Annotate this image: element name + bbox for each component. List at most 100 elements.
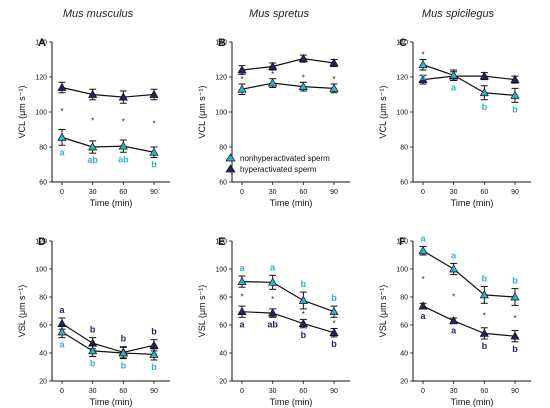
y-tick-label-0: 60 [219,180,227,187]
significance-star-0: * [421,51,424,60]
series-line-hyper [422,305,516,337]
y-tick-label-3: 120 [35,75,47,82]
x-tick-label-1: 30 [269,388,277,395]
data-point-nonhyper-0 [418,60,428,69]
data-point-hyper-1 [449,316,459,325]
significance-star-1: * [91,116,94,125]
sig-label-nonhyper-1: b [90,359,96,369]
y-axis-label: VCL (μm s⁻¹) [197,85,207,138]
panel-letter: D [38,236,46,248]
series-line-hyper [241,311,335,334]
title-mus-spretus: Mus spretus [249,8,309,20]
significance-star-1: * [271,295,274,304]
data-point-hyper-1 [88,89,98,98]
y-tick-label-1: 80 [39,145,47,152]
data-point-nonhyper-1 [268,277,278,286]
y-axis-label: VCL (μm s⁻¹) [17,85,27,138]
significance-star-3: * [332,319,335,328]
x-tick-label-0: 0 [421,189,425,196]
sig-label-hyper-2: b [121,334,127,344]
data-point-nonhyper-1 [88,346,98,355]
data-point-nonhyper-0 [418,246,428,255]
sig-label-nonhyper-1: ab [87,155,98,165]
sig-label-nonhyper-0: a [420,72,426,82]
significance-star-2: * [122,118,125,127]
x-tick-label-3: 90 [330,388,338,395]
y-tick-label-2: 100 [215,110,227,117]
sig-label-nonhyper-2: ab [118,154,129,164]
significance-star-0: * [240,293,243,302]
sig-label-nonhyper-2: b [301,279,307,289]
sig-label-nonhyper-1: a [451,83,457,93]
significance-star-2: * [302,310,305,319]
sig-label-nonhyper-3: b [512,276,518,286]
y-tick-label-2: 60 [400,323,408,330]
data-point-hyper-0 [57,82,67,91]
y-tick-label-0: 60 [400,180,408,187]
y-axis-label: VSL (μm s⁻¹) [17,285,27,338]
y-tick-label-4: 140 [396,40,408,47]
x-axis-label: Time (min) [451,198,494,208]
sig-label-hyper-3: b [151,327,157,337]
data-point-nonhyper-0 [237,84,247,93]
data-point-hyper-2 [298,53,308,62]
data-point-nonhyper-3 [329,306,339,316]
sig-label-nonhyper-3: b [512,104,518,114]
sig-label-hyper-2: b [301,330,307,340]
y-tick-label-5: 120 [396,239,408,246]
x-tick-label-0: 0 [60,189,64,196]
data-point-nonhyper-1 [449,70,459,79]
sig-label-nonhyper-2: b [482,102,488,112]
series-line-hyper [422,75,516,81]
x-tick-label-2: 60 [119,388,127,395]
panel-e: 20 40 60 80 100 120 0 30 60 90 Time (min) VSL (μm s… [197,236,350,407]
series-line-nonhyper [241,281,335,313]
x-tick-label-3: 90 [511,189,519,196]
series-line-nonhyper [241,82,335,90]
data-point-nonhyper-3 [149,349,159,358]
significance-star-0: * [421,275,424,284]
data-point-nonhyper-0 [57,327,67,336]
y-tick-label-0: 20 [400,379,408,386]
data-point-hyper-3 [329,58,339,67]
data-point-nonhyper-3 [329,83,339,92]
sig-label-hyper-0: a [239,319,245,329]
significance-star-3: * [513,79,516,88]
panel-letter: A [38,37,46,49]
x-tick-label-1: 30 [89,388,97,395]
data-point-hyper-3 [149,340,159,349]
panel-letter: F [399,236,406,248]
sig-label-nonhyper-0: a [420,234,426,244]
data-point-nonhyper-2 [298,295,308,304]
legend-hyper-label: hyperactivated sperm [240,165,317,174]
data-point-nonhyper-0 [237,276,247,285]
y-axis-label: VSL (μm s⁻¹) [378,285,388,338]
x-tick-label-3: 90 [150,189,158,196]
title-mus-musculus: Mus musculus [63,8,134,20]
y-tick-label-3: 120 [396,75,408,82]
series-line-hyper [61,86,155,98]
significance-star-3: * [332,75,335,84]
y-tick-label-3: 80 [219,295,227,302]
x-tick-label-2: 60 [299,388,307,395]
y-tick-label-4: 100 [215,267,227,274]
data-point-nonhyper-2 [479,290,489,299]
y-tick-label-1: 40 [400,351,408,358]
legend-nonhyper-label: nonhyperactivated sperm [240,154,330,163]
y-tick-label-0: 20 [39,379,47,386]
sig-label-nonhyper-3: b [151,362,157,372]
y-tick-label-1: 40 [39,351,47,358]
sig-label-hyper-3: b [512,344,518,354]
y-tick-label-4: 100 [35,267,47,274]
sig-label-nonhyper-2: b [482,274,488,284]
sig-label-hyper-2: b [482,341,488,351]
legend: nonhyperactivated sperm hyperactivated s… [225,153,330,174]
x-tick-label-2: 60 [480,388,488,395]
x-tick-label-0: 0 [240,189,244,196]
sig-label-nonhyper-0: a [59,340,65,350]
y-axis-label: VCL (μm s⁻¹) [378,85,388,138]
y-tick-label-5: 120 [35,239,47,246]
data-point-nonhyper-3 [510,90,520,99]
sig-label-nonhyper-1: a [451,250,457,260]
sig-label-nonhyper-3: b [331,293,337,303]
